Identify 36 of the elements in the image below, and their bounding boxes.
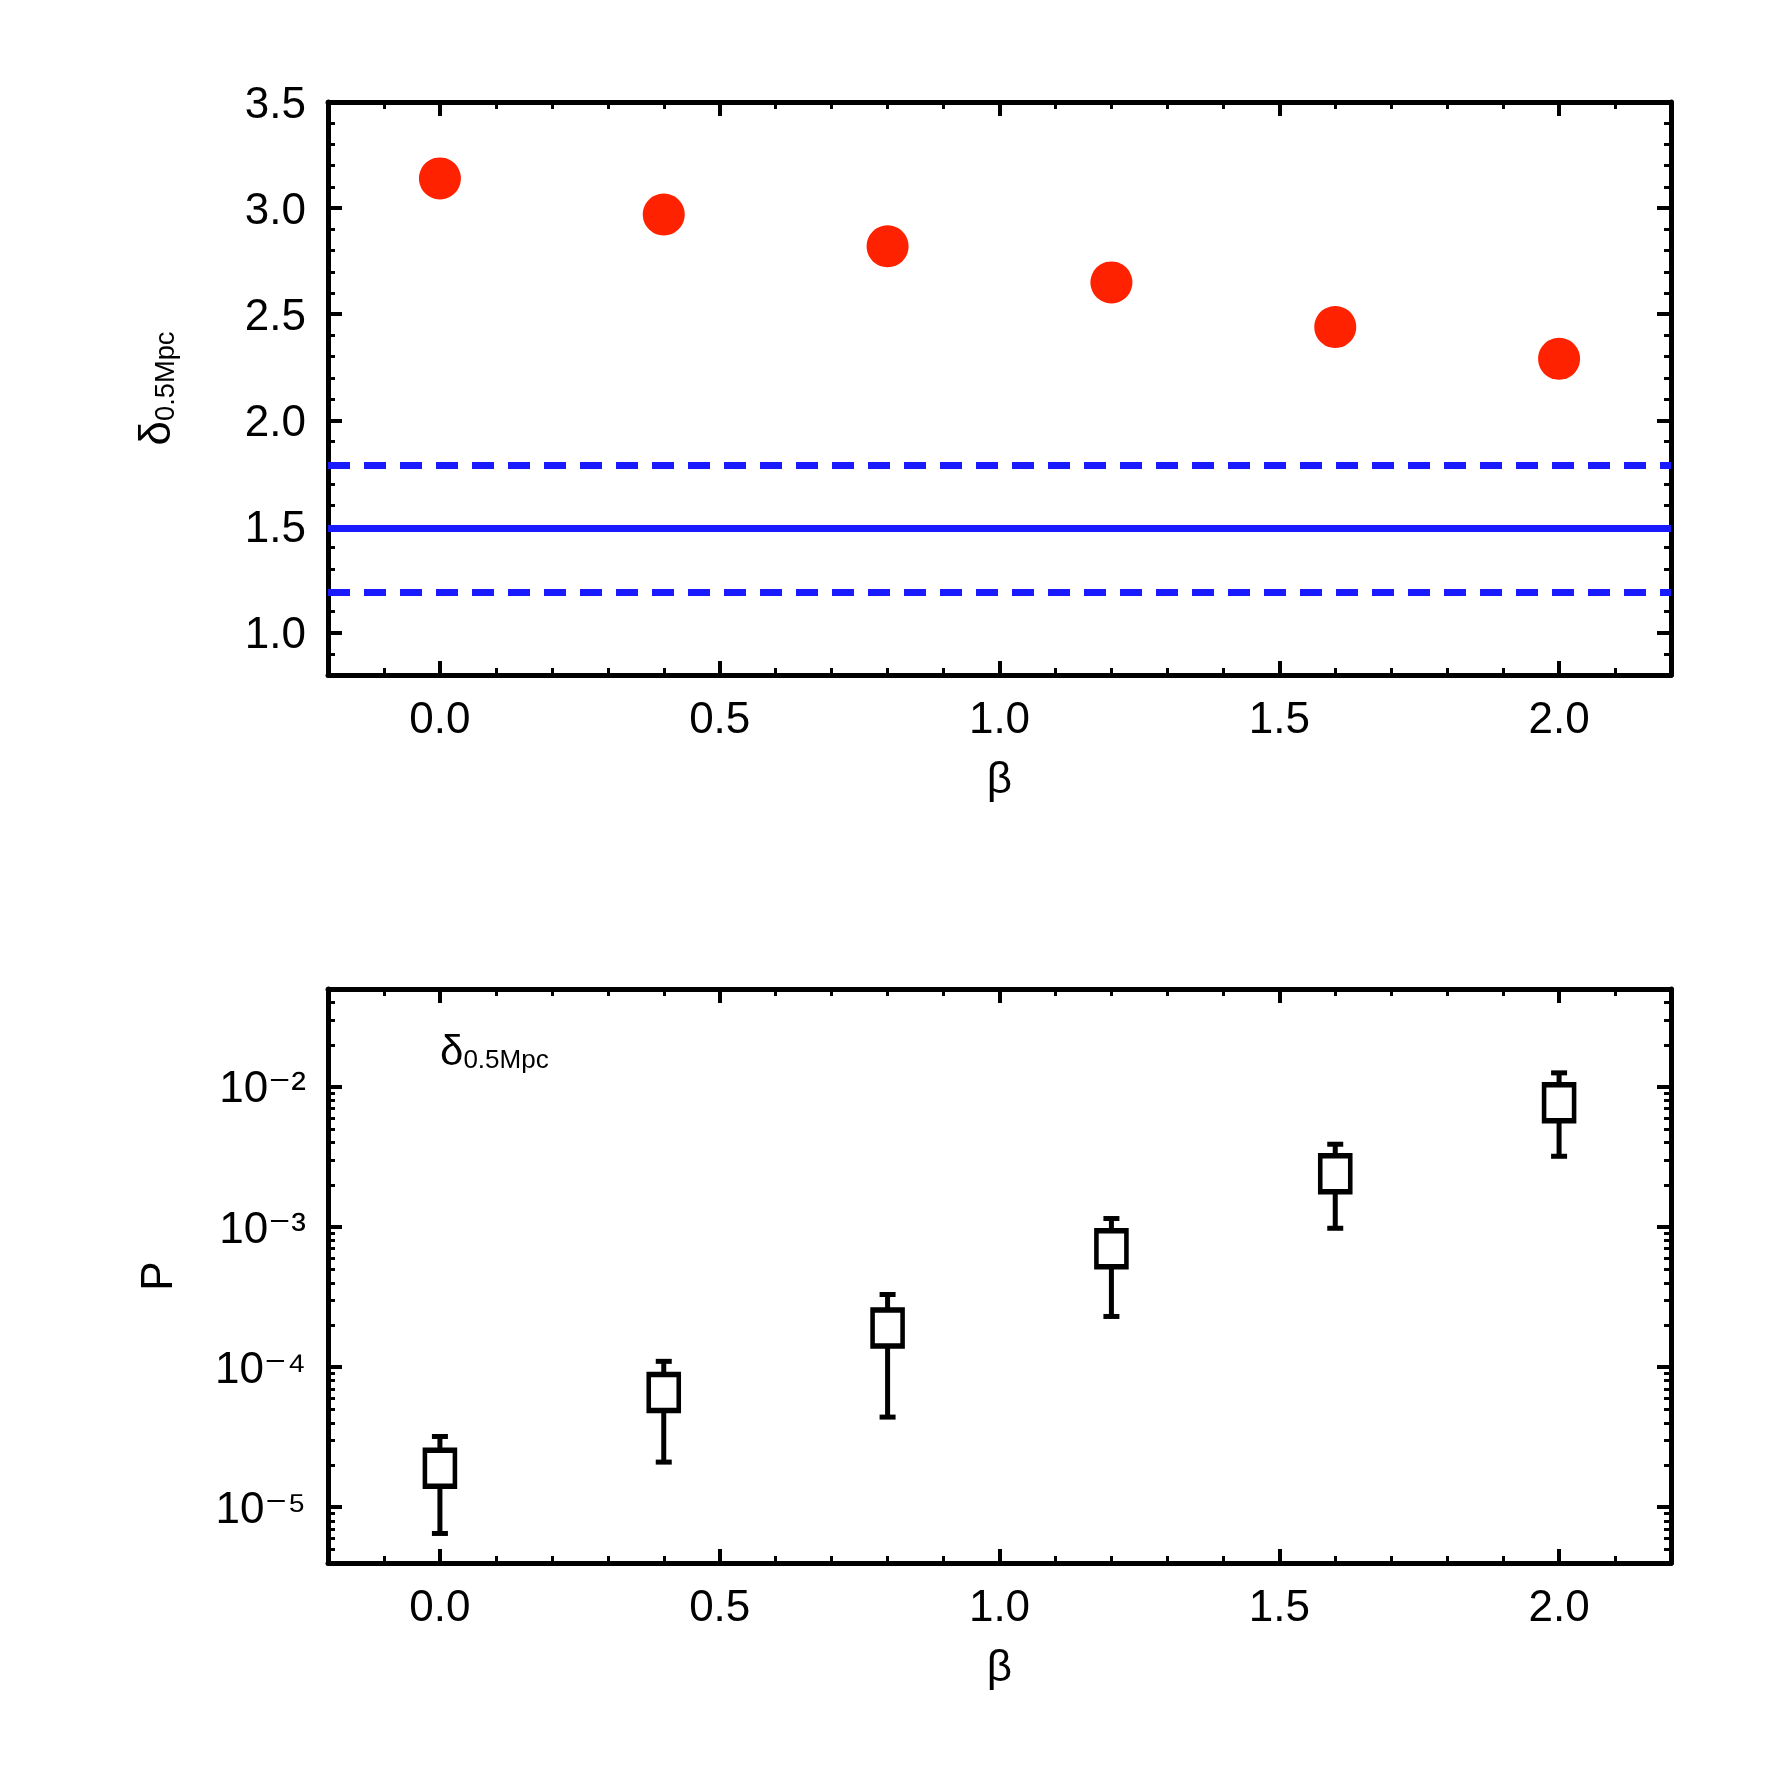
x-tick-label: 2.0 [1528, 692, 1590, 742]
y-tick-label: 3.0 [244, 183, 306, 233]
y-tick-label: 3.5 [244, 77, 306, 127]
point [1538, 337, 1581, 380]
point [1541, 1082, 1577, 1124]
y-tick-label: 10⁻³ [219, 1202, 306, 1252]
y-axis-title: P [131, 1261, 181, 1291]
x-tick-label: 0.5 [689, 1580, 751, 1630]
point [1317, 1153, 1353, 1195]
x-axis-title: β [986, 752, 1013, 802]
point [870, 1307, 906, 1349]
point [1314, 305, 1357, 348]
x-tick-label: 1.5 [1248, 692, 1310, 742]
y-tick-label: 2.5 [244, 289, 306, 339]
y-tick-label: 10⁻⁵ [215, 1482, 306, 1532]
y-tick-label: 10⁻² [219, 1062, 306, 1112]
y-tick-label: 10⁻⁴ [214, 1342, 306, 1392]
point [646, 1371, 682, 1413]
point [1093, 1228, 1129, 1270]
y-tick-label: 2.0 [244, 395, 306, 445]
x-tick-label: 1.0 [968, 692, 1031, 742]
point [418, 157, 461, 200]
point [422, 1447, 458, 1489]
x-tick-label: 2.0 [1528, 1580, 1590, 1630]
x-tick-label: 0.0 [409, 692, 471, 742]
x-tick-label: 0.5 [689, 692, 751, 742]
x-tick-label: 1.5 [1248, 1580, 1310, 1630]
y-tick-label: 1.0 [244, 608, 306, 658]
y-axis-title: δ0.5Mpc [130, 331, 180, 446]
x-tick-label: 1.0 [968, 1580, 1031, 1630]
x-axis-title: β [986, 1640, 1013, 1690]
point [642, 193, 685, 236]
point [1090, 261, 1133, 304]
point [866, 225, 909, 268]
x-tick-label: 0.0 [409, 1580, 471, 1630]
y-tick-label: 1.5 [244, 501, 306, 551]
